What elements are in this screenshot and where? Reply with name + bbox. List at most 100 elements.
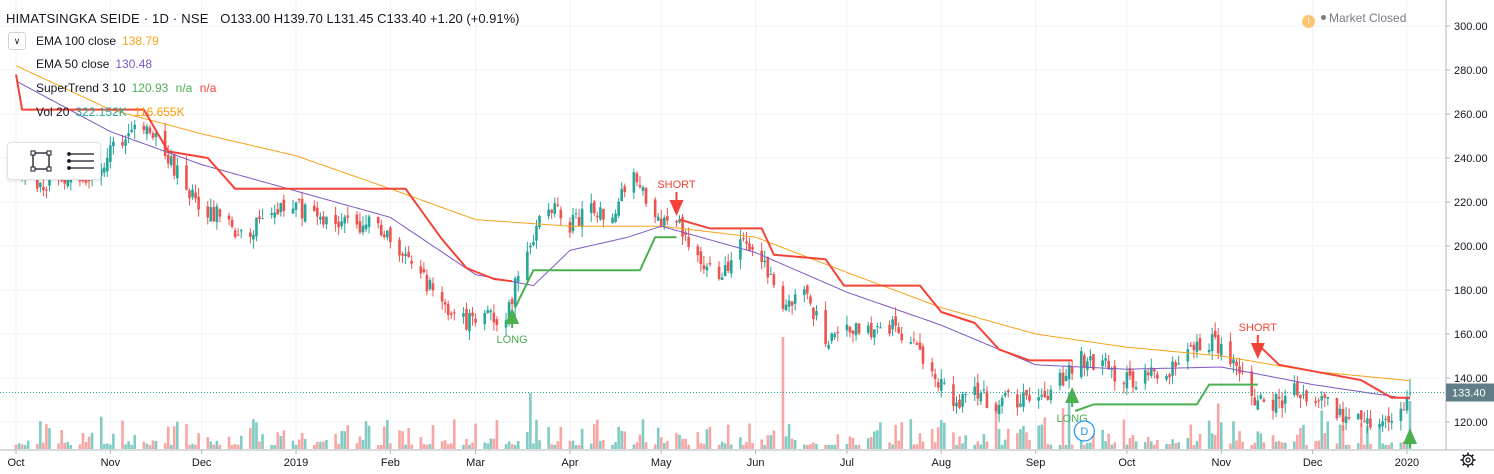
volume-bar [48, 428, 51, 449]
volume-bar [830, 444, 834, 449]
volume-bar [748, 423, 751, 449]
volume-bar [556, 441, 560, 449]
long-signal-arrow [1065, 387, 1080, 403]
candle-body [1070, 366, 1074, 374]
candle-body [720, 277, 724, 280]
volume-bar [976, 441, 980, 449]
candle-body [364, 224, 368, 230]
candle-body [723, 265, 727, 277]
dividend-event-marker[interactable] [1073, 420, 1095, 442]
volume-bar [1046, 443, 1050, 449]
candle-body [678, 219, 681, 223]
volume-name: Vol 20 [36, 105, 70, 119]
candle-body [1323, 394, 1327, 398]
volume-bar [1110, 444, 1114, 449]
supertrend-down-segment [679, 218, 1073, 362]
candle-body [492, 312, 496, 323]
candle-body [726, 261, 730, 271]
candle-body [48, 177, 51, 186]
candle-body [751, 246, 754, 250]
candle-body [717, 266, 721, 280]
candle-body [404, 253, 407, 256]
volume-bar [766, 435, 770, 449]
candle-body [1189, 344, 1193, 347]
volume-bar [644, 442, 648, 449]
candle-body [1058, 372, 1062, 386]
volume-bar [163, 443, 167, 449]
candle-body [1229, 341, 1232, 365]
candle-body [407, 251, 410, 257]
candle-body [312, 205, 316, 211]
volume-bar [145, 443, 149, 449]
volume-bar [127, 441, 130, 449]
time-tick-label: Nov [101, 457, 121, 469]
volume-bar [985, 441, 989, 449]
candle-body [532, 241, 535, 246]
volume-bar [57, 443, 60, 449]
candle-body [873, 329, 876, 338]
volume-bar [614, 442, 617, 449]
time-tick-label: May [651, 457, 672, 469]
time-tick-label: 2020 [1395, 457, 1419, 469]
legend-ema50[interactable]: EMA 50 close 130.48 [36, 57, 152, 71]
volume-bar [687, 444, 690, 449]
volume-bar [1369, 444, 1372, 449]
candle-body [279, 203, 283, 213]
candle-body [915, 343, 919, 345]
candle-body [1314, 401, 1317, 403]
volume-bar [252, 419, 255, 449]
volume-bar [1189, 424, 1193, 449]
volume-bar [316, 441, 319, 449]
volume-bar [1323, 433, 1327, 449]
candle-body [249, 232, 252, 237]
chevron-down-icon[interactable]: ∨ [8, 32, 26, 50]
volume-bar [1165, 443, 1168, 449]
candle-body [322, 216, 325, 225]
volume-bar [1067, 393, 1071, 449]
volume-bar [1366, 425, 1369, 449]
volume-bar [678, 434, 681, 449]
market-status[interactable]: ! Market Closed [1302, 11, 1406, 28]
candle-body [550, 209, 553, 213]
volume-bar [763, 444, 767, 449]
legend-supertrend[interactable]: SuperTrend 3 10 120.93 n/a n/a [36, 81, 216, 95]
candle-body [270, 213, 273, 215]
menu-lines-icon[interactable] [67, 152, 94, 170]
time-tick-label: Sep [1026, 457, 1046, 469]
gear-icon[interactable] [1460, 452, 1476, 468]
volume-bar [23, 444, 27, 449]
candle-body [1153, 369, 1156, 372]
candle-body [1356, 413, 1360, 420]
candle-body [379, 224, 383, 236]
volume-bar [745, 441, 748, 449]
rectangle-icon[interactable] [30, 150, 52, 172]
volume-bar [1356, 443, 1360, 449]
volume-bar [279, 435, 283, 449]
volume-bar [1213, 434, 1217, 449]
volume-bar [939, 420, 943, 449]
volume-bar [471, 442, 474, 449]
candle-body [428, 280, 432, 289]
high-value: 139.70 [283, 11, 323, 26]
legend-ema100[interactable]: EMA 100 close 138.79 [36, 34, 159, 48]
drawing-toolbar [7, 142, 101, 180]
volume-bar [407, 428, 410, 449]
volume-bar [440, 441, 444, 449]
volume-bar [343, 431, 347, 449]
candle-body [106, 157, 109, 172]
candle-body [611, 217, 614, 224]
ema100-line [15, 65, 1411, 382]
volume-bar [1146, 437, 1150, 449]
legend-volume[interactable]: Vol 20 322.152K 116.655K [36, 105, 185, 119]
volume-bar [60, 430, 63, 449]
candle-body [1317, 400, 1320, 402]
volume-bar [489, 438, 493, 449]
volume-bar [78, 444, 82, 449]
volume-bar [273, 444, 277, 449]
volume-bar [1025, 432, 1028, 449]
candle-body [656, 216, 660, 221]
volume-bar [1022, 425, 1025, 449]
candle-body [154, 132, 158, 138]
volume-bar [897, 440, 900, 449]
